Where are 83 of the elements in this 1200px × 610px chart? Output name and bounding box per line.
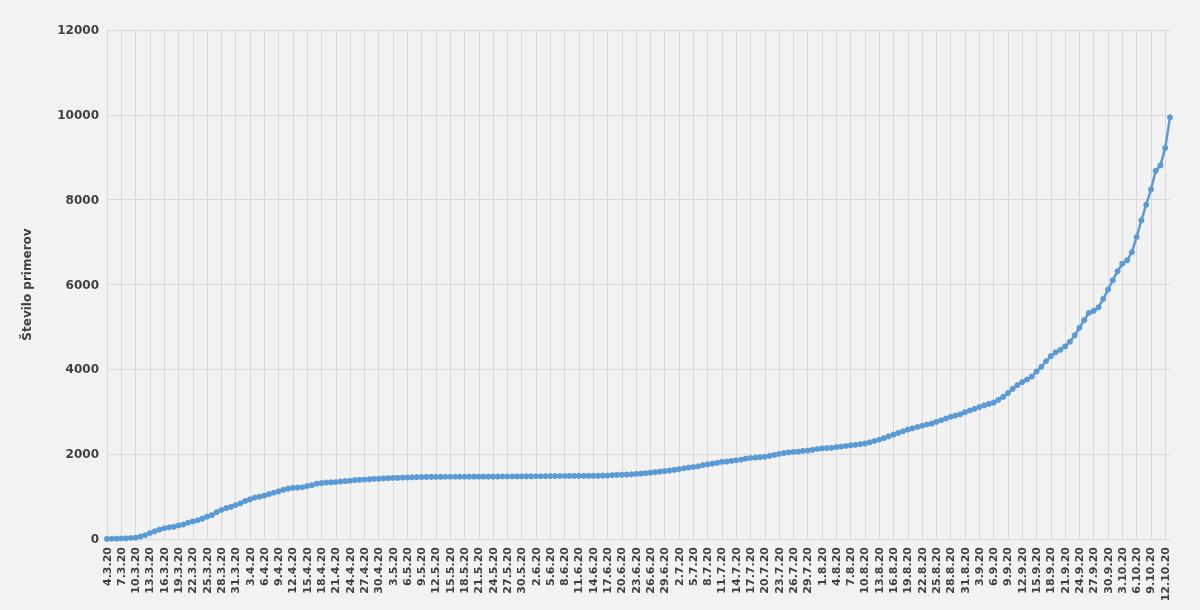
x-tick-label: 27.5.20 — [500, 546, 514, 594]
y-tick-label: 0 — [90, 532, 99, 546]
x-tick-label: 15.5.20 — [443, 546, 457, 594]
x-tick-label: 15.4.20 — [300, 546, 314, 594]
x-tick-label: 13.8.20 — [872, 546, 886, 594]
y-tick-label: 10000 — [57, 107, 99, 122]
x-tick-label: 7.3.20 — [114, 546, 128, 586]
x-tick-label: 23.6.20 — [629, 546, 643, 594]
y-tick-label: 2000 — [65, 447, 99, 462]
x-tick-label: 4.3.20 — [100, 546, 114, 586]
x-tick-label: 17.6.20 — [601, 546, 615, 594]
x-tick-label: 24.5.20 — [486, 546, 500, 594]
x-tick-label: 21.4.20 — [329, 546, 343, 594]
x-tick-label: 5.6.20 — [543, 546, 557, 586]
x-tick-label: 11.7.20 — [715, 546, 729, 594]
x-tick-label: 23.7.20 — [772, 546, 786, 594]
x-tick-label: 3.9.20 — [972, 546, 986, 586]
x-tick-label: 18.9.20 — [1044, 546, 1058, 594]
x-tick-label: 24.9.20 — [1072, 546, 1086, 594]
x-tick-label: 16.3.20 — [157, 546, 171, 594]
x-tick-label: 2.7.20 — [672, 546, 686, 586]
x-tick-label: 12.9.20 — [1015, 546, 1029, 594]
y-tick-label: 12000 — [57, 23, 99, 37]
x-tick-label: 9.10.20 — [1144, 546, 1158, 594]
x-tick-label: 4.8.20 — [829, 546, 843, 586]
x-tick-label: 11.6.20 — [572, 546, 586, 594]
x-tick-label: 12.5.20 — [429, 546, 443, 594]
x-tick-label: 29.6.20 — [658, 546, 672, 594]
x-tick-label: 6.4.20 — [257, 546, 271, 586]
x-tick-label: 28.3.20 — [214, 546, 228, 594]
x-tick-label: 6.10.20 — [1130, 546, 1144, 594]
x-tick-label: 18.4.20 — [315, 546, 329, 594]
x-tick-label: 24.4.20 — [343, 546, 357, 594]
x-tick-label: 19.3.20 — [172, 546, 185, 594]
x-tick-label: 30.4.20 — [372, 546, 386, 594]
x-tick-label: 27.9.20 — [1087, 546, 1101, 594]
x-tick-label: 5.7.20 — [686, 546, 700, 586]
x-tick-label: 17.7.20 — [744, 546, 758, 594]
x-tick-label: 28.8.20 — [944, 546, 958, 594]
x-tick-label: 10.3.20 — [129, 546, 143, 594]
x-tick-label: 18.5.20 — [458, 546, 472, 594]
x-tick-label: 13.3.20 — [143, 546, 157, 594]
y-tick-label: 4000 — [65, 362, 99, 377]
x-tick-label: 25.3.20 — [200, 546, 214, 594]
x-tick-label: 30.5.20 — [515, 546, 529, 594]
x-tick-label: 2.6.20 — [529, 546, 543, 586]
x-tick-label: 12.10.20 — [1158, 546, 1172, 602]
x-tick-label: 31.8.20 — [958, 546, 972, 594]
x-tick-label: 3.5.20 — [386, 546, 400, 586]
x-tick-label: 16.8.20 — [887, 546, 901, 594]
x-tick-label: 9.4.20 — [272, 546, 286, 586]
x-tick-label: 8.7.20 — [701, 546, 715, 586]
x-tick-label: 27.4.20 — [357, 546, 371, 594]
x-tick-label: 12.4.20 — [286, 546, 300, 594]
x-tick-label: 26.6.20 — [643, 546, 657, 594]
y-tick-label: 6000 — [65, 277, 99, 292]
x-tick-label: 19.8.20 — [901, 546, 915, 594]
x-tick-label: 6.9.20 — [987, 546, 1001, 586]
x-tick-label: 31.3.20 — [229, 546, 243, 594]
x-tick-label: 6.5.20 — [400, 546, 414, 586]
x-tick-label: 1.8.20 — [815, 546, 829, 586]
x-tick-label: 3.4.20 — [243, 546, 257, 586]
x-tick-label: 25.8.20 — [929, 546, 943, 594]
x-tick-label: 9.9.20 — [1001, 546, 1015, 586]
y-axis-title: Število primerov — [19, 228, 34, 341]
x-tick-label: 21.9.20 — [1058, 546, 1072, 594]
x-tick-label: 14.7.20 — [729, 546, 743, 594]
x-tick-label: 3.10.20 — [1115, 546, 1129, 594]
x-tick-label: 29.7.20 — [801, 546, 815, 594]
x-tick-label: 22.8.20 — [915, 546, 929, 594]
x-tick-label: 30.9.20 — [1101, 546, 1115, 594]
x-tick-label: 22.3.20 — [186, 546, 200, 594]
x-tick-label: 20.7.20 — [758, 546, 772, 594]
x-tick-label: 26.7.20 — [786, 546, 800, 594]
x-tick-label: 9.5.20 — [415, 546, 429, 586]
y-tick-label: 8000 — [65, 192, 99, 207]
x-tick-label: 14.6.20 — [586, 546, 600, 594]
x-tick-label: 20.6.20 — [615, 546, 629, 594]
x-tick-label: 15.9.20 — [1030, 546, 1044, 594]
x-tick-label: 10.8.20 — [858, 546, 872, 594]
x-tick-label: 21.5.20 — [472, 546, 486, 594]
x-tick-label: 7.8.20 — [844, 546, 858, 586]
x-tick-label: 8.6.20 — [558, 546, 572, 586]
